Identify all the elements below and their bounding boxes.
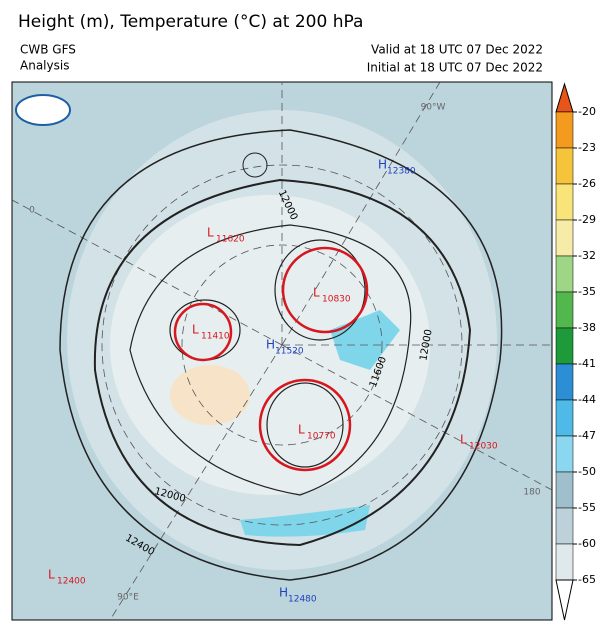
colorbar-segment <box>555 111 574 149</box>
center-symbol: L <box>192 323 199 337</box>
colorbar-segment <box>555 435 574 473</box>
colorbar-segment <box>555 291 574 329</box>
map <box>11 81 553 621</box>
center-value: 11410 <box>201 332 230 342</box>
center-symbol: L <box>298 423 305 437</box>
colorbar-segment <box>555 147 574 185</box>
highlight-circles <box>173 246 369 472</box>
source: CWB GFS <box>20 43 76 57</box>
center-value: 11620 <box>216 235 245 245</box>
colorbar-segment <box>555 471 574 509</box>
colorbar-label: -44 <box>578 393 596 406</box>
colorbar-segment <box>555 183 574 221</box>
colorbar-label: -32 <box>578 249 596 262</box>
colorbar-label: -23 <box>578 141 596 154</box>
center-value: 10770 <box>307 432 336 442</box>
colorbar: -20 -23 -26 -29 -32 -35 -38 -41 -44 -47 -50 -55 -60 -… <box>555 82 596 621</box>
colorbar-segment <box>555 543 574 581</box>
colorbar-segment <box>555 219 574 257</box>
title: Height (m), Temperature (°C) at 200 hPa <box>18 12 363 32</box>
colorbar-label: -20 <box>578 105 596 118</box>
longitude-label: 90°E <box>117 593 139 603</box>
center-symbol: H <box>279 586 288 600</box>
center-value: 12380 <box>387 167 416 177</box>
colorbar-end <box>555 579 574 621</box>
center-symbol: L <box>207 226 214 240</box>
valid-time: Valid at 18 UTC 07 Dec 2022 <box>371 43 543 57</box>
colorbar-segment <box>555 507 574 545</box>
initial-time: Initial at 18 UTC 07 Dec 2022 <box>367 61 543 75</box>
colorbar-label: -65 <box>578 573 596 586</box>
warm-area <box>170 365 250 425</box>
center-value: 12030 <box>469 442 498 452</box>
colorbar-segment <box>555 255 574 293</box>
colorbar-label: -38 <box>578 321 596 334</box>
colorbar-segment <box>555 399 574 437</box>
colorbar-label: -50 <box>578 465 596 478</box>
center-symbol: L <box>313 286 320 300</box>
contours <box>59 129 503 581</box>
logo <box>15 94 71 126</box>
center-symbol: L <box>460 433 467 447</box>
colorbar-label: -55 <box>578 501 596 514</box>
graticule <box>11 81 553 621</box>
contour-label: 12000 <box>418 328 434 361</box>
cold-area <box>240 505 370 537</box>
colorbar-label: -26 <box>578 177 596 190</box>
colorbar-label: -60 <box>578 537 596 550</box>
center-symbol: L <box>48 568 55 582</box>
colorbar-label: -35 <box>578 285 596 298</box>
center-value: 10830 <box>322 295 351 305</box>
colorbar-label: -41 <box>578 357 596 370</box>
colorbar-end <box>555 82 574 113</box>
longitude-label: 0 <box>29 206 35 216</box>
colorbar-label: -29 <box>578 213 596 226</box>
center-value: 11520 <box>275 347 304 357</box>
longitude-label: 180 <box>523 488 540 498</box>
colorbar-segment <box>555 327 574 365</box>
colorbar-label: -47 <box>578 429 596 442</box>
center-symbol: H <box>378 158 387 172</box>
center-symbol: H <box>266 338 275 352</box>
product: Analysis <box>20 59 69 73</box>
longitude-label: 90°W <box>421 103 446 113</box>
colorbar-segment <box>555 363 574 401</box>
center-value: 12480 <box>288 595 317 605</box>
center-value: 12400 <box>57 577 86 587</box>
